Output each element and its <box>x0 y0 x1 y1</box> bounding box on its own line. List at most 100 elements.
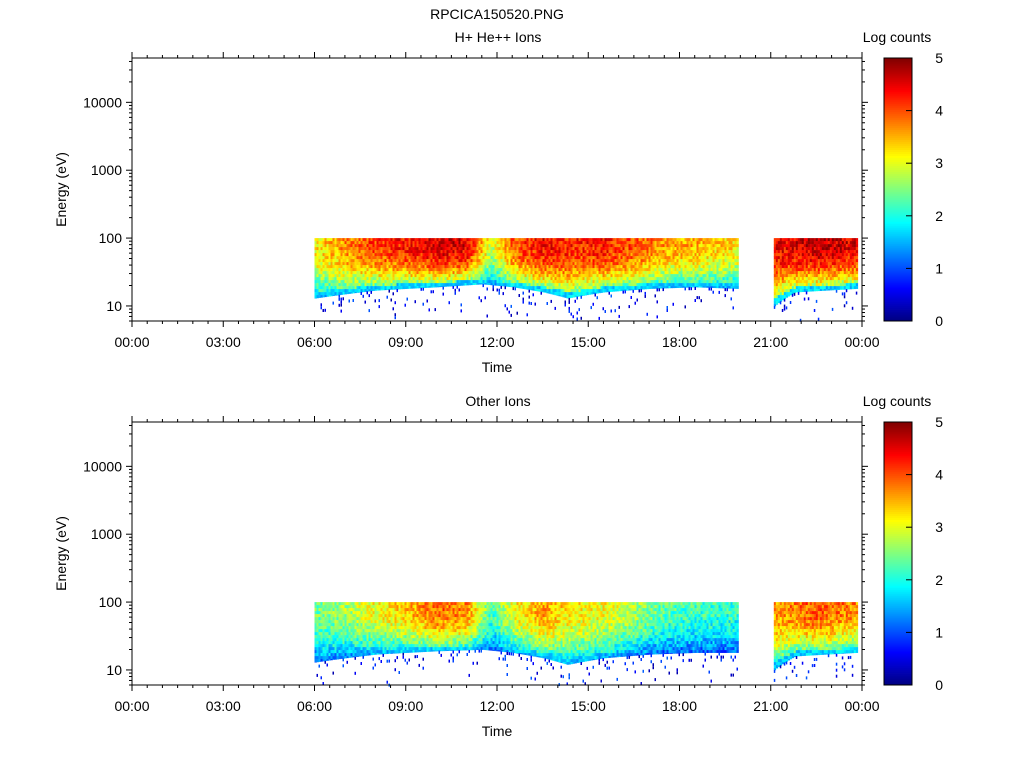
spectrogram-cell <box>796 268 798 271</box>
spectrogram-cell <box>727 262 729 265</box>
spectrogram-cell <box>453 265 455 268</box>
spectrogram-cell <box>385 289 387 290</box>
spectrogram-cell <box>351 274 353 277</box>
spectrogram-cell <box>351 259 353 262</box>
spectrogram-cell <box>836 247 838 250</box>
spectrogram-cell <box>844 280 846 283</box>
spectrogram-cell <box>371 274 373 277</box>
spectrogram-cell <box>828 280 830 283</box>
spectrogram-cell <box>405 277 407 280</box>
spectrogram-cell <box>569 247 571 250</box>
spectrogram-cell <box>725 277 727 280</box>
spectrogram-cell <box>321 306 323 309</box>
spectrogram-cell <box>731 297 733 300</box>
spectrogram-cell <box>429 241 431 244</box>
spectrogram-cell <box>527 277 529 280</box>
spectrogram-cell <box>689 283 691 286</box>
spectrogram-cell <box>559 247 561 250</box>
spectrogram-cell <box>854 244 856 247</box>
spectrogram-cell <box>818 250 820 253</box>
spectrogram-cell <box>461 262 463 265</box>
spectrogram-cell <box>519 247 521 250</box>
spectrogram-cell <box>453 268 455 271</box>
spectrogram-cell <box>423 256 425 259</box>
x-tick-label: 00:00 <box>844 334 879 350</box>
spectrogram-cell <box>523 250 525 253</box>
spectrogram-cell <box>409 286 411 289</box>
spectrogram-cell <box>551 268 553 271</box>
spectrogram-cell <box>541 247 543 250</box>
spectrogram-cell <box>840 259 842 262</box>
spectrogram-cell <box>319 292 321 295</box>
spectrogram-cell <box>649 247 651 250</box>
spectrogram-cell <box>329 244 331 247</box>
spectrogram-cell <box>429 268 431 271</box>
spectrogram-cell <box>365 286 367 289</box>
spectrogram-cell <box>731 253 733 256</box>
spectrogram-cell <box>335 274 337 277</box>
spectrogram-cell <box>515 247 517 250</box>
spectrogram-cell <box>649 244 651 247</box>
spectrogram-cell <box>535 277 537 280</box>
spectrogram-cell <box>601 241 603 244</box>
spectrogram-cell <box>389 290 391 293</box>
spectrogram-cell <box>531 302 533 305</box>
spectrogram-cell <box>669 280 671 283</box>
spectrogram-cell <box>527 256 529 259</box>
spectrogram-cell <box>571 283 573 286</box>
spectrogram-cell <box>537 238 539 241</box>
spectrogram-cell <box>671 265 673 268</box>
spectrogram-cell <box>535 256 537 259</box>
spectrogram-cell <box>427 265 429 268</box>
spectrogram-cell <box>818 241 820 244</box>
spectrogram-cell <box>844 286 846 289</box>
spectrogram-cell <box>603 289 605 292</box>
spectrogram-cell <box>637 286 639 289</box>
spectrogram-cell <box>425 262 427 265</box>
spectrogram-cell <box>607 238 609 241</box>
spectrogram-cell <box>491 241 493 244</box>
spectrogram-cell <box>531 289 533 290</box>
spectrogram-cell <box>397 271 399 274</box>
spectrogram-cell <box>693 241 695 244</box>
spectrogram-cell <box>709 238 711 241</box>
spectrogram-cell <box>469 259 471 262</box>
spectrogram-cell <box>529 253 531 256</box>
spectrogram-cell <box>651 286 653 289</box>
spectrogram-cell <box>826 244 828 247</box>
spectrogram-cell <box>577 268 579 271</box>
spectrogram-cell <box>367 253 369 256</box>
spectrogram-cell <box>609 286 611 289</box>
spectrogram-cell <box>491 277 493 280</box>
spectrogram-cell <box>553 274 555 277</box>
spectrogram-cell <box>533 253 535 256</box>
spectrogram-cell <box>615 241 617 244</box>
spectrogram-cell <box>499 271 501 274</box>
spectrogram-cell <box>363 262 365 265</box>
spectrogram-cell <box>371 250 373 253</box>
spectrogram-cell <box>329 265 331 268</box>
spectrogram-cell <box>339 247 341 250</box>
spectrogram-cell <box>836 286 838 289</box>
spectrogram-cell <box>697 262 699 265</box>
spectrogram-cell <box>615 309 617 312</box>
spectrogram-cell <box>800 286 802 289</box>
spectrogram-cell <box>511 305 513 308</box>
spectrogram-cell <box>649 253 651 256</box>
spectrogram-cell <box>535 262 537 265</box>
spectrogram-cell <box>485 244 487 247</box>
spectrogram-cell <box>784 271 786 274</box>
spectrogram-cell <box>499 253 501 256</box>
spectrogram-cell <box>523 244 525 247</box>
spectrogram-cell <box>621 250 623 253</box>
spectrogram-cell <box>786 286 788 289</box>
spectrogram-cell <box>701 247 703 250</box>
spectrogram-cell <box>389 259 391 262</box>
spectrogram-cell <box>581 317 583 320</box>
spectrogram-cell <box>711 274 713 277</box>
spectrogram-cell <box>505 286 507 289</box>
spectrogram-cell <box>627 268 629 271</box>
spectrogram-cell <box>341 280 343 283</box>
spectrogram-cell <box>681 268 683 271</box>
spectrogram-cell <box>737 277 739 280</box>
